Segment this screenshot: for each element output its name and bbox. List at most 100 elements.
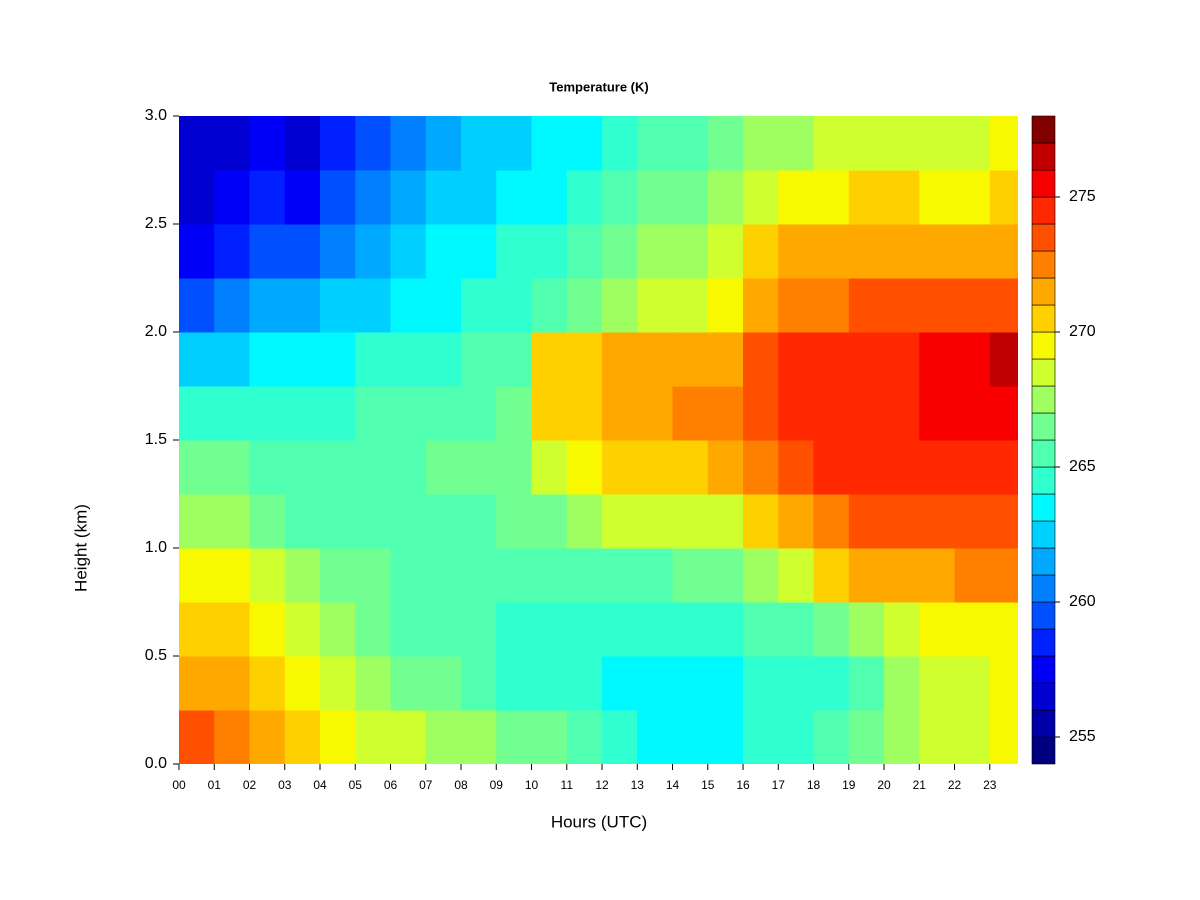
heatmap-cell: [954, 548, 991, 603]
heatmap-cell: [531, 710, 568, 764]
heatmap-cell: [602, 170, 638, 225]
heatmap-cell: [637, 224, 674, 279]
heatmap-cell: [179, 602, 215, 657]
x-tick-label: 21: [913, 778, 927, 792]
heatmap-cell: [954, 116, 991, 171]
heatmap-cell: [284, 278, 321, 333]
heatmap-cell: [390, 386, 427, 441]
heatmap-cell: [496, 656, 533, 711]
heatmap-cell: [461, 278, 497, 333]
heatmap-cell: [320, 656, 356, 711]
colorbar-swatch: [1031, 682, 1056, 711]
heatmap-cell: [531, 116, 568, 171]
heatmap-cell: [425, 116, 462, 171]
heatmap-cell: [249, 332, 286, 387]
heatmap-cell: [672, 116, 709, 171]
colorbar-swatch: [1031, 466, 1056, 495]
heatmap-cell: [179, 116, 215, 171]
heatmap-cell: [496, 440, 533, 495]
y-tick-label: 2.5: [145, 215, 167, 232]
heatmap-cell: [355, 656, 392, 711]
heatmap-cell: [989, 332, 1018, 387]
heatmap-cell: [743, 332, 779, 387]
heatmap-cell: [707, 386, 744, 441]
heatmap-cell: [989, 602, 1018, 657]
heatmap-cell: [707, 440, 744, 495]
x-tick-label: 02: [243, 778, 257, 792]
heatmap-cell: [320, 116, 356, 171]
heatmap-cell: [179, 710, 215, 764]
heatmap-cell: [355, 278, 392, 333]
heatmap-cell: [214, 224, 251, 279]
heatmap-cell: [919, 602, 956, 657]
heatmap-cell: [320, 278, 356, 333]
colorbar-swatch: [1031, 412, 1056, 441]
heatmap-cell: [989, 386, 1018, 441]
heatmap-cell: [566, 332, 603, 387]
heatmap-cell: [637, 710, 674, 764]
colorbar-swatch: [1031, 196, 1056, 225]
heatmap-cell: [813, 170, 850, 225]
heatmap-cell: [637, 278, 674, 333]
heatmap-cell: [320, 710, 356, 764]
heatmap-cell: [179, 656, 215, 711]
heatmap-cell: [320, 602, 356, 657]
heatmap-cell: [743, 278, 779, 333]
heatmap-cell: [813, 494, 850, 549]
heatmap-cell: [743, 602, 779, 657]
heatmap-cell: [637, 170, 674, 225]
y-axis-label: Height (km): [71, 504, 90, 592]
heatmap-cell: [355, 224, 392, 279]
heatmap-cell: [919, 494, 956, 549]
heatmap-cell: [284, 656, 321, 711]
colorbar-swatch: [1031, 304, 1056, 333]
colorbar-swatch: [1031, 358, 1056, 387]
heatmap-cell: [672, 710, 709, 764]
heatmap-cell: [461, 440, 497, 495]
x-tick-label: 05: [349, 778, 363, 792]
y-tick-label: 1.5: [145, 431, 167, 448]
heatmap-cell: [602, 656, 638, 711]
heatmap-cell: [989, 170, 1018, 225]
heatmap-cell: [919, 710, 956, 764]
heatmap-cell: [672, 548, 709, 603]
heatmap-cell: [566, 602, 603, 657]
heatmap-cell: [884, 548, 920, 603]
heatmap-cell: [496, 224, 533, 279]
heatmap-cell: [743, 224, 779, 279]
heatmap-cell: [919, 170, 956, 225]
heatmap-cell: [355, 494, 392, 549]
heatmap-cell: [284, 494, 321, 549]
heatmap-cell: [179, 440, 215, 495]
heatmap-cell: [461, 332, 497, 387]
heatmap-cell: [320, 440, 356, 495]
heatmap-cell: [813, 116, 850, 171]
heatmap-cell: [637, 440, 674, 495]
heatmap-cell: [566, 170, 603, 225]
heatmap-cell: [848, 440, 885, 495]
heatmap-cell: [566, 386, 603, 441]
heatmap-cell: [531, 602, 568, 657]
heatmap-cell: [425, 278, 462, 333]
heatmap-cell: [355, 548, 392, 603]
heatmap-cell: [919, 386, 956, 441]
heatmap-cell: [848, 116, 885, 171]
heatmap-cell: [284, 710, 321, 764]
heatmap-cell: [496, 494, 533, 549]
heatmap-cell: [179, 548, 215, 603]
heatmap-cell: [743, 116, 779, 171]
heatmap-cell: [531, 494, 568, 549]
heatmap-cell: [813, 548, 850, 603]
heatmap-cell: [778, 332, 815, 387]
heatmap-cell: [884, 224, 920, 279]
heatmap-cell: [637, 332, 674, 387]
heatmap-cell: [284, 440, 321, 495]
heatmap-cell: [320, 224, 356, 279]
heatmap-cell: [707, 548, 744, 603]
x-tick-label: 14: [666, 778, 680, 792]
colorbar-tick-label: 265: [1069, 458, 1096, 475]
heatmap-cell: [355, 710, 392, 764]
heatmap-cell: [390, 440, 427, 495]
heatmap-cell: [461, 656, 497, 711]
heatmap-cell: [320, 386, 356, 441]
